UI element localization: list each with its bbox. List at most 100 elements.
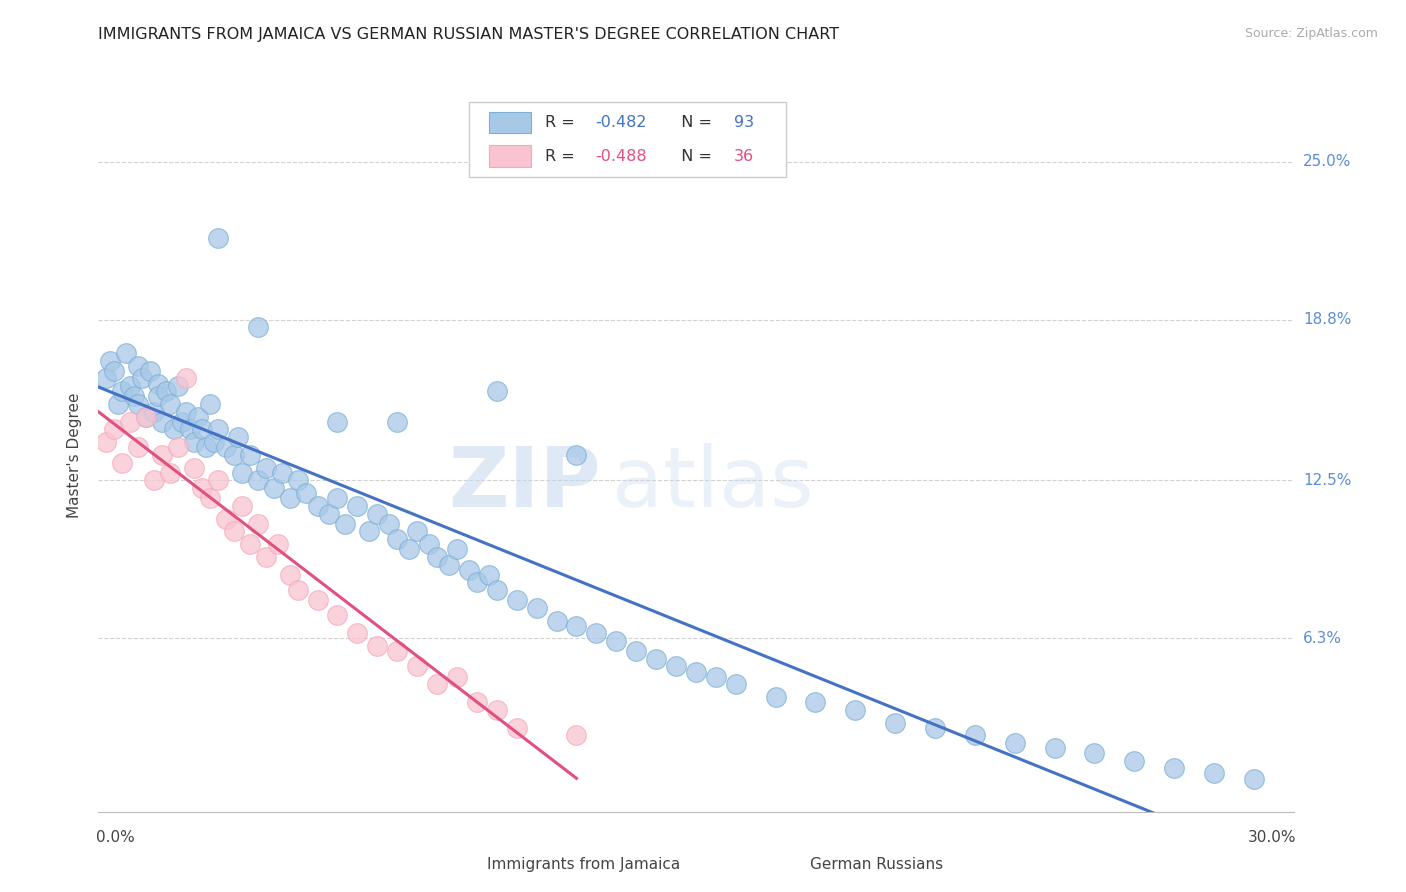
Point	[665, 659, 688, 673]
Text: N =: N =	[671, 115, 717, 129]
Text: R =: R =	[546, 115, 581, 129]
Point	[465, 695, 488, 709]
Point	[187, 409, 209, 424]
Point	[326, 491, 349, 506]
Text: 18.8%: 18.8%	[1303, 312, 1351, 327]
Point	[103, 364, 125, 378]
Text: atlas: atlas	[612, 443, 814, 524]
Point	[1043, 741, 1066, 756]
Point	[398, 542, 420, 557]
Point	[174, 371, 197, 385]
Point	[246, 320, 269, 334]
Point	[645, 652, 668, 666]
Point	[143, 474, 166, 488]
Point	[346, 626, 368, 640]
Point	[385, 532, 409, 546]
Text: ZIP: ZIP	[449, 443, 600, 524]
Point	[1083, 746, 1105, 760]
Point	[231, 499, 253, 513]
Point	[111, 456, 134, 470]
Point	[326, 415, 349, 429]
Point	[406, 659, 429, 673]
Point	[624, 644, 647, 658]
Point	[724, 677, 747, 691]
Point	[103, 422, 125, 436]
Point	[191, 481, 214, 495]
Point	[1163, 761, 1185, 775]
Point	[366, 639, 388, 653]
Point	[437, 558, 460, 572]
Point	[287, 474, 309, 488]
Point	[1202, 766, 1225, 780]
Point	[107, 397, 129, 411]
Point	[804, 695, 827, 709]
Point	[406, 524, 429, 539]
Point	[585, 626, 607, 640]
Point	[359, 524, 381, 539]
Text: IMMIGRANTS FROM JAMAICA VS GERMAN RUSSIAN MASTER'S DEGREE CORRELATION CHART: IMMIGRANTS FROM JAMAICA VS GERMAN RUSSIA…	[98, 27, 839, 42]
Text: R =: R =	[546, 149, 581, 163]
Point	[167, 379, 190, 393]
Point	[704, 670, 727, 684]
Text: German Russians: German Russians	[810, 857, 942, 872]
Text: N =: N =	[671, 149, 717, 163]
Point	[239, 537, 262, 551]
Point	[155, 384, 177, 399]
Point	[207, 474, 229, 488]
Point	[546, 614, 568, 628]
Point	[226, 430, 249, 444]
Point	[565, 618, 588, 632]
Point	[844, 703, 866, 717]
Point	[207, 231, 229, 245]
Text: 30.0%: 30.0%	[1247, 830, 1296, 845]
Point	[346, 499, 368, 513]
Point	[307, 593, 329, 607]
Text: -0.488: -0.488	[596, 149, 647, 163]
Point	[426, 677, 449, 691]
Point	[215, 440, 238, 454]
Point	[246, 516, 269, 531]
Point	[183, 460, 205, 475]
Point	[1004, 736, 1026, 750]
FancyBboxPatch shape	[433, 855, 478, 874]
Point	[326, 608, 349, 623]
Point	[278, 567, 301, 582]
Point	[458, 563, 481, 577]
Point	[98, 353, 122, 368]
Point	[202, 435, 225, 450]
Point	[506, 593, 529, 607]
Point	[231, 466, 253, 480]
Point	[267, 537, 290, 551]
Text: 93: 93	[734, 115, 755, 129]
Point	[115, 346, 138, 360]
Point	[111, 384, 134, 399]
Point	[565, 728, 588, 742]
Point	[526, 600, 548, 615]
Point	[446, 670, 468, 684]
Point	[191, 422, 214, 436]
Point	[198, 491, 221, 506]
Point	[485, 384, 508, 399]
Point	[1123, 754, 1146, 768]
Point	[127, 440, 149, 454]
Point	[565, 448, 588, 462]
Point	[418, 537, 440, 551]
Text: Immigrants from Jamaica: Immigrants from Jamaica	[486, 857, 681, 872]
Point	[294, 486, 316, 500]
Point	[174, 404, 197, 418]
Point	[924, 721, 946, 735]
Y-axis label: Master's Degree: Master's Degree	[67, 392, 83, 517]
Point	[426, 549, 449, 564]
Text: Source: ZipAtlas.com: Source: ZipAtlas.com	[1244, 27, 1378, 40]
Point	[194, 440, 218, 454]
FancyBboxPatch shape	[470, 102, 786, 177]
Point	[179, 422, 201, 436]
Text: 25.0%: 25.0%	[1303, 154, 1351, 169]
Point	[127, 359, 149, 373]
FancyBboxPatch shape	[489, 112, 531, 133]
Point	[366, 507, 388, 521]
Point	[207, 422, 229, 436]
Point	[685, 665, 707, 679]
Point	[605, 634, 627, 648]
Point	[246, 474, 269, 488]
